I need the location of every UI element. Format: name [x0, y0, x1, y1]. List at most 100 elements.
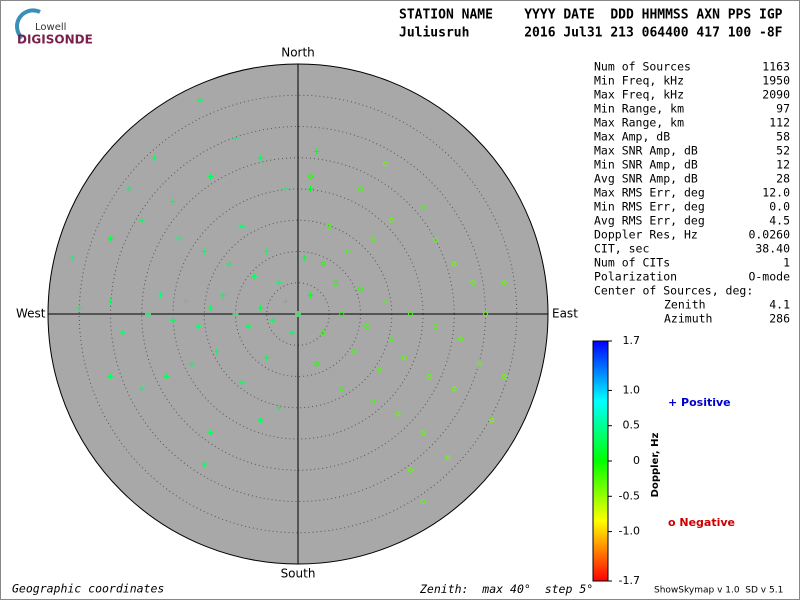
source-positive [163, 373, 170, 380]
source-positive [232, 311, 239, 317]
dir-label: North [281, 46, 315, 60]
source-positive [226, 261, 233, 267]
source-negative [383, 299, 388, 304]
stat-value: 1 [783, 256, 790, 270]
t: 5 [579, 582, 586, 596]
source-positive [120, 329, 126, 336]
source-negative [451, 386, 457, 392]
stat-value: 58 [776, 130, 790, 144]
source-positive [276, 404, 283, 411]
source-positive [263, 248, 270, 255]
source-negative [383, 161, 388, 167]
stat-label: Min Range, km [594, 102, 684, 116]
source-negative [458, 336, 463, 342]
source-negative [476, 361, 482, 367]
source-negative [370, 399, 376, 404]
stat-heading: Center of Sources, deg: [594, 284, 753, 298]
dir-label: West [16, 307, 46, 321]
source-negative [489, 417, 495, 423]
source-negative [420, 205, 426, 211]
source-positive [307, 292, 314, 299]
stat-label: Max SNR Amp, dB [594, 144, 698, 158]
stat-value: 1163 [762, 60, 790, 74]
legend-text: Negative [679, 516, 735, 529]
source-positive [238, 223, 245, 230]
colorbar-tick-label: 0 [633, 454, 640, 467]
colorbar-tick-label: 0.5 [623, 419, 641, 432]
source-positive [170, 198, 176, 205]
source-positive [176, 236, 183, 242]
source-positive [151, 154, 158, 161]
source-positive [270, 317, 276, 324]
footer-zenith: Zenith: max 40° step 5° [419, 582, 593, 596]
source-positive [170, 317, 176, 324]
stat-label: Min SNR Amp, dB [594, 158, 698, 172]
source-positive [232, 136, 239, 142]
stat-label: Num of Sources [594, 60, 691, 74]
source-negative [308, 174, 313, 179]
colorbar-tick-label: -0.5 [619, 489, 640, 502]
stat-label: Doppler Res, Hz [594, 228, 698, 242]
stat-value: 112 [769, 116, 790, 130]
source-negative [345, 249, 351, 254]
source-positive [238, 379, 245, 386]
source-negative [326, 224, 332, 229]
t: step [545, 582, 573, 596]
source-negative [358, 186, 363, 192]
stats-table: Num of Sources 1163 Min Freq, kHz 1950 Max F… [594, 60, 790, 326]
source-negative [420, 430, 426, 436]
dir-label: East [552, 307, 578, 321]
footer-version: ShowSkymap v 1.0 SD v 5.1 [654, 586, 783, 596]
logo-arc [15, 8, 41, 40]
source-positive [126, 186, 133, 192]
source-negative [370, 236, 376, 242]
stat-label: Avg RMS Err, deg [594, 214, 705, 228]
stat-value: 52 [776, 144, 790, 158]
source-positive [70, 254, 76, 261]
stat-value: 0.0260 [748, 228, 790, 242]
source-positive [76, 304, 83, 311]
stat-value: O-mode [748, 270, 790, 284]
source-negative [358, 286, 363, 292]
stat-value: 4.5 [769, 214, 790, 228]
source-negative [433, 236, 438, 242]
source-positive [138, 386, 145, 392]
stat-value: 28 [776, 172, 790, 186]
source-positive [288, 329, 295, 336]
source-positive [157, 292, 164, 299]
source-positive [257, 417, 264, 424]
source-positive [207, 304, 214, 311]
source-positive [107, 373, 114, 380]
legend-text: Positive [681, 396, 731, 409]
source-positive [257, 304, 264, 311]
source-positive [276, 279, 283, 286]
colorbar-tick-label: -1.0 [619, 525, 640, 538]
source-positive [295, 311, 301, 317]
source-negative [389, 336, 395, 342]
stat-value: 12 [776, 158, 790, 172]
source-negative [401, 355, 407, 361]
source-negative [408, 467, 413, 473]
source-positive [195, 323, 201, 330]
source-positive [107, 298, 114, 305]
source-positive [138, 217, 145, 224]
stat-value: 2090 [762, 88, 790, 102]
source-negative [408, 311, 413, 317]
t: ° [586, 582, 593, 596]
source-negative [420, 499, 426, 504]
source-negative [351, 349, 357, 354]
source-negative [501, 374, 507, 379]
source-positive [307, 186, 314, 192]
source-positive [220, 292, 226, 299]
source-negative [376, 367, 382, 373]
source-positive [282, 298, 289, 305]
source-negative [433, 324, 438, 329]
source-positive [245, 323, 251, 330]
skymap [47, 63, 549, 565]
stat-label: Polarization [594, 270, 677, 284]
stat-value: 12.0 [762, 186, 790, 200]
header-line: Juliusruh 2016 Jul31 213 064400 417 100 … [399, 26, 783, 41]
header-line: STATION NAME YYYY DATE DDD HHMMSS AXN PP… [399, 8, 783, 23]
source-positive [257, 154, 264, 161]
source-positive [145, 311, 151, 317]
